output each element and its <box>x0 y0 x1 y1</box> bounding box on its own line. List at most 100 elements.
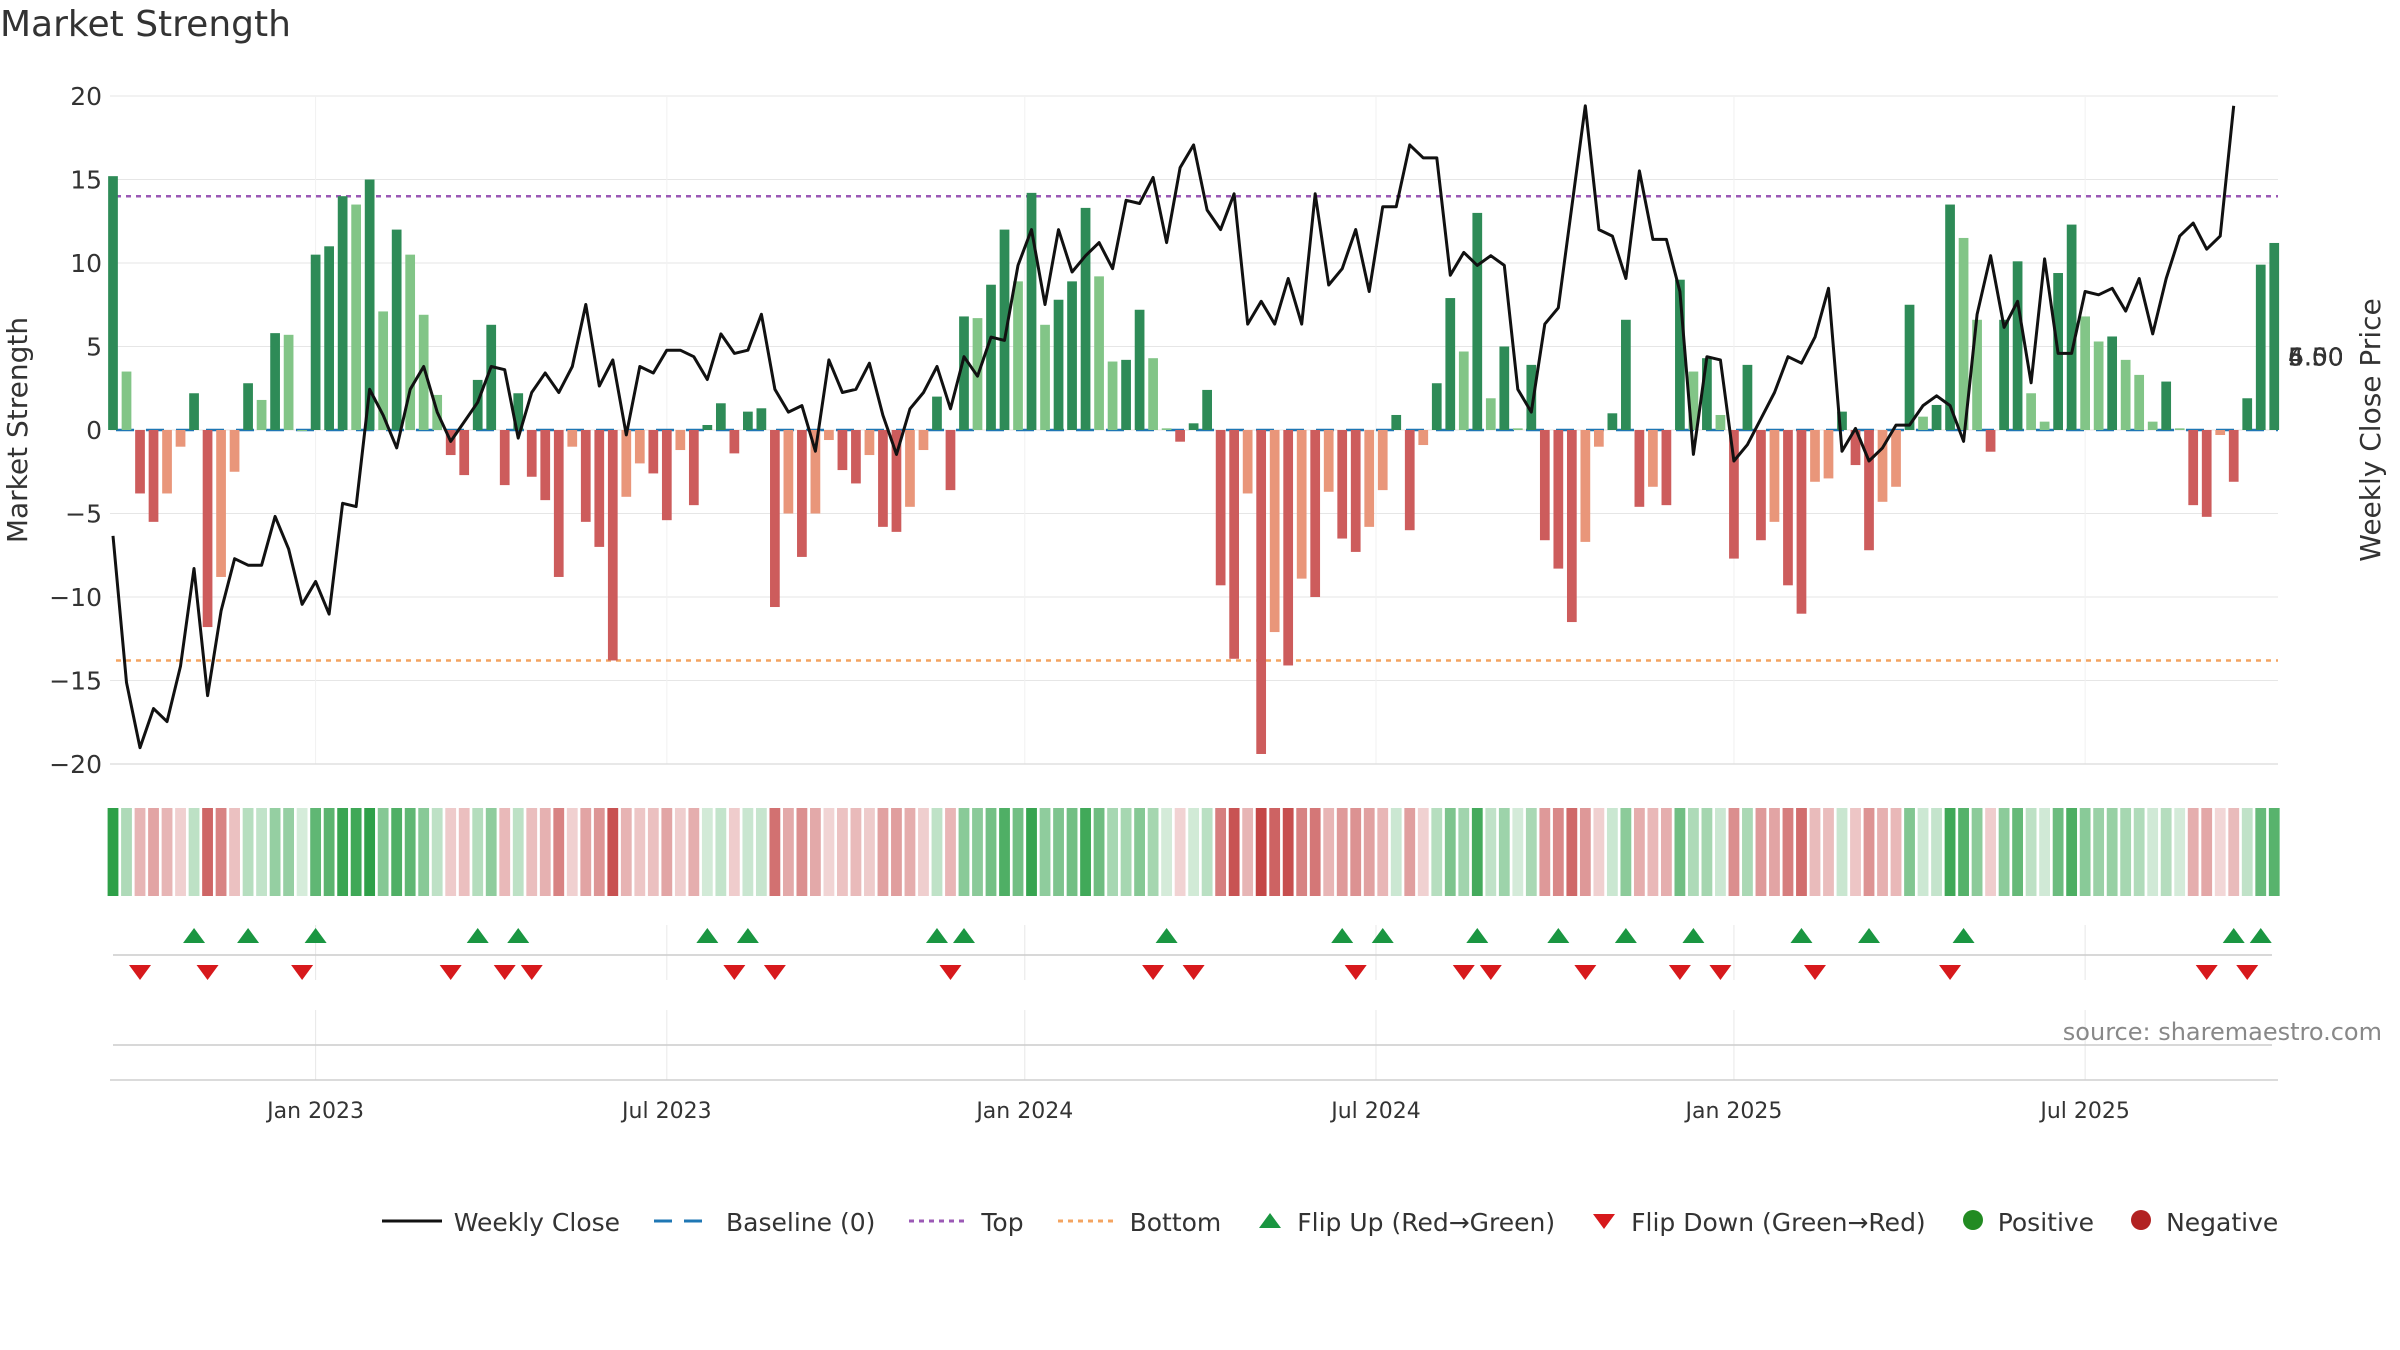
heat-cell <box>1539 808 1551 896</box>
heat-cell <box>1593 808 1605 896</box>
legend-label: Weekly Close <box>453 1208 621 1237</box>
legend-item-baseline: Baseline (0) <box>654 1208 875 1237</box>
strength-bar <box>283 334 294 430</box>
heat-cell <box>2079 808 2091 896</box>
heat-cell <box>715 808 727 896</box>
heat-cell <box>175 808 186 896</box>
heat-cell <box>1971 808 1983 896</box>
legend-item-line: Weekly Close <box>381 1208 621 1237</box>
heat-cell <box>1377 808 1389 896</box>
strength-bar <box>1350 430 1361 552</box>
legend-item-flip-up: Flip Up (Red→Green) <box>1255 1208 1555 1237</box>
heat-cell <box>1012 808 1024 896</box>
strength-bar <box>202 430 213 628</box>
heat-cell <box>1715 808 1726 896</box>
heat-cell <box>701 808 713 896</box>
heat-cell <box>2106 808 2118 896</box>
strength-bar <box>148 430 159 522</box>
right-tick-label: 5.00 <box>2288 343 2344 372</box>
legend-item-flip-down: Flip Down (Green→Red) <box>1589 1208 1926 1237</box>
strength-bar <box>2161 381 2172 430</box>
strength-bar <box>797 430 807 557</box>
strength-bar <box>621 430 632 497</box>
strength-bar <box>216 430 226 577</box>
strength-bar <box>2107 336 2118 430</box>
heat-cell <box>755 808 767 896</box>
heat-cell <box>1444 808 1456 896</box>
heat-cell <box>1701 808 1713 896</box>
strength-bar <box>999 229 1010 430</box>
heat-cell <box>566 808 578 896</box>
strength-bar <box>932 396 942 430</box>
heat-cell <box>121 808 132 896</box>
strength-bar <box>1593 430 1604 447</box>
strength-bar <box>229 430 240 472</box>
strength-bar <box>162 430 172 494</box>
strength-bar <box>135 430 145 494</box>
strength-bar <box>1945 204 1955 430</box>
strength-bar <box>1634 430 1645 507</box>
strength-bar <box>1648 430 1658 487</box>
heat-cell <box>364 808 376 896</box>
heat-cell <box>891 808 902 896</box>
strength-bar <box>2215 430 2226 436</box>
strength-bar <box>486 324 497 430</box>
heat-cell <box>593 808 605 896</box>
strength-bar <box>1080 207 1091 430</box>
heat-cell <box>769 808 781 896</box>
heat-cell <box>539 808 551 896</box>
heat-cell <box>1134 808 1145 896</box>
heat-cell <box>1796 808 1807 896</box>
heat-cell <box>1417 808 1429 896</box>
heat-cell <box>958 808 970 896</box>
heat-cell <box>1606 808 1618 896</box>
flip-up-marker <box>2222 928 2245 943</box>
heat-cell <box>1242 808 1254 896</box>
strength-bar <box>1148 358 1158 430</box>
strength-bar <box>729 430 740 454</box>
heat-cell <box>1390 808 1402 896</box>
heat-cell <box>1215 808 1227 896</box>
strength-bars <box>108 176 2280 754</box>
heat-cell <box>1323 808 1335 896</box>
flip-up-marker <box>466 928 489 943</box>
heat-cell <box>2147 808 2159 896</box>
strength-bar <box>1499 346 1510 430</box>
heat-cell <box>864 808 875 896</box>
left-tick-label: 15 <box>70 166 102 195</box>
flip-up-marker <box>925 928 948 943</box>
heat-cell <box>269 808 281 896</box>
heat-cell <box>1053 808 1064 896</box>
heat-cell <box>1093 808 1105 896</box>
heat-cell <box>526 808 538 896</box>
heat-cell <box>377 808 389 896</box>
left-tick-label: −20 <box>49 750 102 779</box>
flip-down-marker <box>1182 965 1205 980</box>
strength-bar <box>1769 430 1780 522</box>
strength-bar <box>1715 414 1726 430</box>
strength-bar <box>1391 414 1402 430</box>
strength-bar <box>1337 430 1348 539</box>
heat-cell <box>404 808 416 896</box>
heat-cell <box>1107 808 1118 896</box>
heat-cell <box>1823 808 1834 896</box>
heat-cell <box>1026 808 1037 896</box>
legend-label: Bottom <box>1129 1208 1222 1237</box>
legend-item-positive-dot: Positive <box>1960 1208 2094 1237</box>
strength-bar <box>1607 413 1618 430</box>
strength-bar <box>351 204 362 430</box>
flip-up-marker <box>736 928 759 943</box>
heat-cell <box>999 808 1010 896</box>
heat-cell <box>2052 808 2064 896</box>
strength-bar <box>1404 430 1415 531</box>
strength-bar <box>1296 430 1307 579</box>
legend-symbol-flip-down-icon <box>1589 1208 1619 1237</box>
heat-cell <box>1174 808 1186 896</box>
heat-cell <box>1944 808 1956 896</box>
strength-bar <box>121 371 132 430</box>
flip-down-marker <box>1709 965 1732 980</box>
legend-symbol-line-icon <box>381 1208 442 1237</box>
flip-up-marker <box>696 928 719 943</box>
heat-cell <box>2093 808 2105 896</box>
strength-bar <box>1067 281 1077 430</box>
